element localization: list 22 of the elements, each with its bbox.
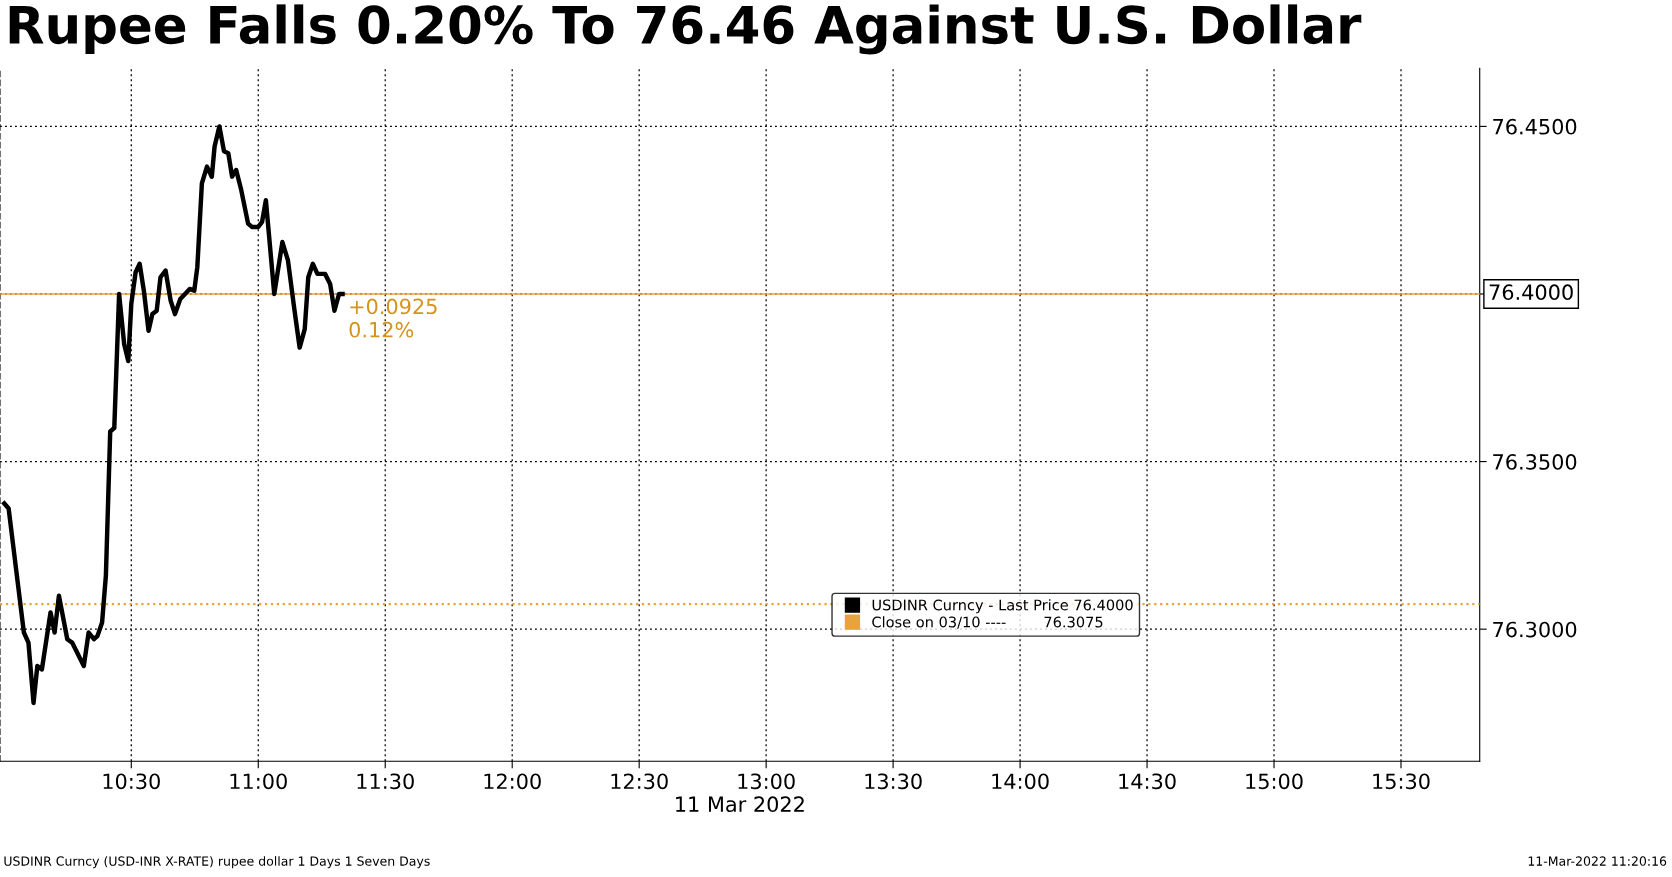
x-tick-label: 11:30 — [357, 773, 414, 790]
x-tick-label: 12:30 — [611, 773, 668, 790]
y-tick-label: 76.3500 — [1493, 454, 1577, 470]
x-tick-label: 11:00 — [230, 773, 287, 790]
x-axis-title: 11 Mar 2022 — [676, 796, 804, 813]
annotation: +0.0925 0.12% — [349, 298, 437, 338]
legend-label: USDINR Curncy - Last Price 76.4000 — [872, 599, 1133, 614]
x-tick-label: 14:00 — [992, 773, 1049, 790]
x-tick-label: 10:30 — [103, 773, 160, 790]
ref-line-label: 76.4000 — [1489, 284, 1573, 301]
y-tick-label: 76.4500 — [1493, 118, 1577, 135]
text: USDINR Curncy (USD-INR X-RATE) rupee dollar 1 Days 1 Seven Days — [4, 856, 430, 869]
legend-label: Close on 03/10 ---- 76.3075 — [872, 616, 1103, 629]
x-tick-label: 13:00 — [738, 773, 795, 790]
x-tick-label: 15:00 — [1246, 773, 1303, 790]
y-tick-label: 76.3000 — [1493, 621, 1577, 638]
x-tick-label: 14:30 — [1119, 773, 1176, 790]
x-tick-label: 13:30 — [865, 773, 922, 790]
chart-title: Rupee Falls 0.20% To 76.46 Against U.S. Dollar — [9, 4, 1362, 55]
text: 11-Mar-2022 11:20:16 — [1528, 856, 1667, 866]
x-tick-label: 12:00 — [484, 773, 541, 790]
x-tick-label: 15:30 — [1373, 773, 1430, 790]
